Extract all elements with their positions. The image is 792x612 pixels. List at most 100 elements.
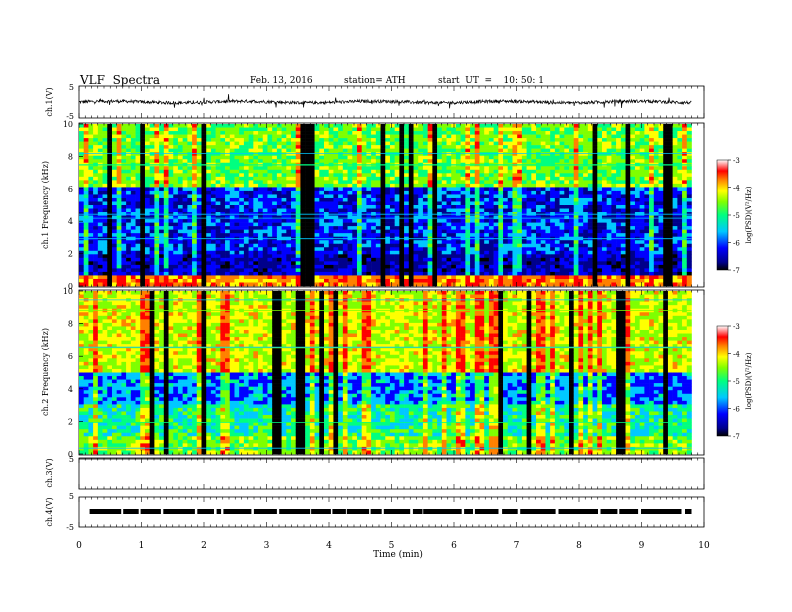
spec-cell bbox=[385, 233, 391, 237]
spec-cell bbox=[385, 159, 391, 164]
spec-cell bbox=[507, 159, 513, 164]
spec-cell bbox=[97, 254, 103, 259]
spec-cell bbox=[540, 194, 546, 199]
spec-cell bbox=[97, 131, 103, 135]
spec-cell bbox=[220, 247, 226, 252]
spec-cell bbox=[573, 261, 579, 266]
spec-cell bbox=[79, 250, 85, 255]
spec-cell bbox=[545, 180, 551, 185]
spec-cell bbox=[286, 257, 292, 262]
spec-cell bbox=[116, 127, 122, 132]
spec-cell bbox=[116, 226, 122, 230]
spec-cell bbox=[300, 261, 306, 266]
spec-cell bbox=[470, 155, 476, 160]
spec-cell bbox=[309, 138, 315, 142]
spec-cell bbox=[97, 134, 103, 139]
spec-cell bbox=[503, 183, 509, 188]
spec-cell bbox=[291, 261, 297, 266]
spec-cell bbox=[215, 201, 221, 206]
spec-cell bbox=[168, 215, 174, 220]
spec-cell bbox=[97, 250, 103, 255]
spec-cell bbox=[427, 155, 433, 160]
spec-cell bbox=[305, 134, 311, 139]
spec-cell bbox=[408, 194, 414, 199]
spec-cell bbox=[451, 254, 457, 259]
spec-cell bbox=[484, 180, 490, 185]
spec-cell bbox=[220, 159, 226, 164]
spec-cell bbox=[333, 134, 339, 139]
spec-cell bbox=[526, 229, 532, 234]
spec-cell bbox=[545, 173, 551, 178]
spec-cell bbox=[300, 159, 306, 164]
spec-cell bbox=[248, 271, 254, 276]
spec-cell bbox=[517, 282, 523, 287]
spec-cell bbox=[451, 159, 457, 164]
spec-cell bbox=[234, 226, 240, 230]
spec-cell bbox=[253, 240, 259, 245]
spec-cell bbox=[93, 183, 99, 188]
spec-cell bbox=[121, 152, 127, 156]
spec-cell bbox=[385, 131, 391, 135]
spec-cell bbox=[234, 187, 240, 192]
spec-cell bbox=[432, 201, 438, 206]
spec-cell bbox=[262, 219, 268, 223]
spec-cell bbox=[154, 278, 160, 283]
spec-cell bbox=[404, 187, 410, 192]
spec-cell bbox=[446, 183, 452, 188]
spec-cell bbox=[460, 275, 466, 280]
spec-cell bbox=[389, 229, 395, 234]
spec-cell bbox=[573, 148, 579, 153]
spec-cell bbox=[347, 215, 353, 220]
spec-cell bbox=[498, 268, 504, 273]
spec-cell bbox=[328, 243, 334, 248]
spec-cell bbox=[206, 208, 212, 213]
spec-cell bbox=[83, 159, 89, 164]
spec-cell bbox=[262, 240, 268, 245]
spec-cell bbox=[116, 131, 122, 135]
spec-cell bbox=[484, 127, 490, 132]
spec-cell bbox=[366, 190, 372, 195]
spec-cell bbox=[404, 257, 410, 262]
spec-cell bbox=[554, 208, 560, 213]
spec-cell bbox=[342, 155, 348, 160]
spec-cell bbox=[295, 183, 301, 188]
spec-cell bbox=[352, 264, 358, 269]
spec-cell bbox=[512, 229, 518, 234]
spec-cell bbox=[512, 183, 518, 188]
spec-cell bbox=[210, 275, 216, 280]
spec-cell bbox=[295, 229, 301, 234]
spec-cell bbox=[352, 176, 358, 181]
spec-cell bbox=[559, 131, 565, 135]
spec-cell bbox=[385, 155, 391, 160]
spec-cell bbox=[418, 205, 424, 209]
spec-cell bbox=[314, 229, 320, 234]
spec-cell bbox=[554, 271, 560, 276]
spec-cell bbox=[564, 194, 570, 199]
spec-cell bbox=[460, 124, 466, 128]
spec-cell bbox=[192, 208, 198, 213]
spec-cell bbox=[206, 173, 212, 178]
spec-cell bbox=[484, 233, 490, 237]
spec-cell bbox=[394, 155, 400, 160]
spec-cell bbox=[126, 159, 132, 164]
spec-cell bbox=[182, 254, 188, 259]
spec-cell bbox=[413, 141, 419, 146]
spec-cell bbox=[196, 208, 202, 213]
spec-cell bbox=[206, 141, 212, 146]
spec-cell bbox=[408, 131, 414, 135]
spec-cell bbox=[385, 169, 391, 174]
spec-cell bbox=[210, 155, 216, 160]
spec-cell bbox=[498, 173, 504, 178]
spec-cell bbox=[488, 166, 494, 171]
spec-cell bbox=[291, 254, 297, 259]
spec-cell bbox=[361, 159, 367, 164]
spec-cell bbox=[93, 250, 99, 255]
spec-cell bbox=[154, 190, 160, 195]
spec-cell bbox=[380, 247, 386, 252]
spec-cell bbox=[569, 166, 575, 171]
spec-cell bbox=[404, 247, 410, 252]
spec-cell bbox=[503, 190, 509, 195]
spec-cell bbox=[295, 169, 301, 174]
spec-cell bbox=[550, 275, 556, 280]
spec-cell bbox=[144, 194, 150, 199]
